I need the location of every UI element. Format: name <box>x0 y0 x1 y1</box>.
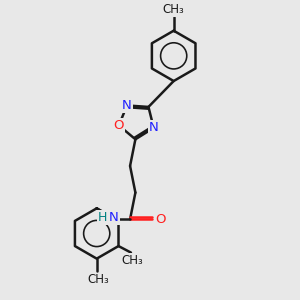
Text: N: N <box>122 99 132 112</box>
Text: N: N <box>149 122 159 134</box>
Text: N: N <box>109 211 119 224</box>
Text: CH₃: CH₃ <box>163 3 184 16</box>
Text: H: H <box>98 211 107 224</box>
Text: O: O <box>114 119 124 132</box>
Text: CH₃: CH₃ <box>87 274 109 286</box>
Text: CH₃: CH₃ <box>122 254 143 267</box>
Text: O: O <box>155 213 166 226</box>
